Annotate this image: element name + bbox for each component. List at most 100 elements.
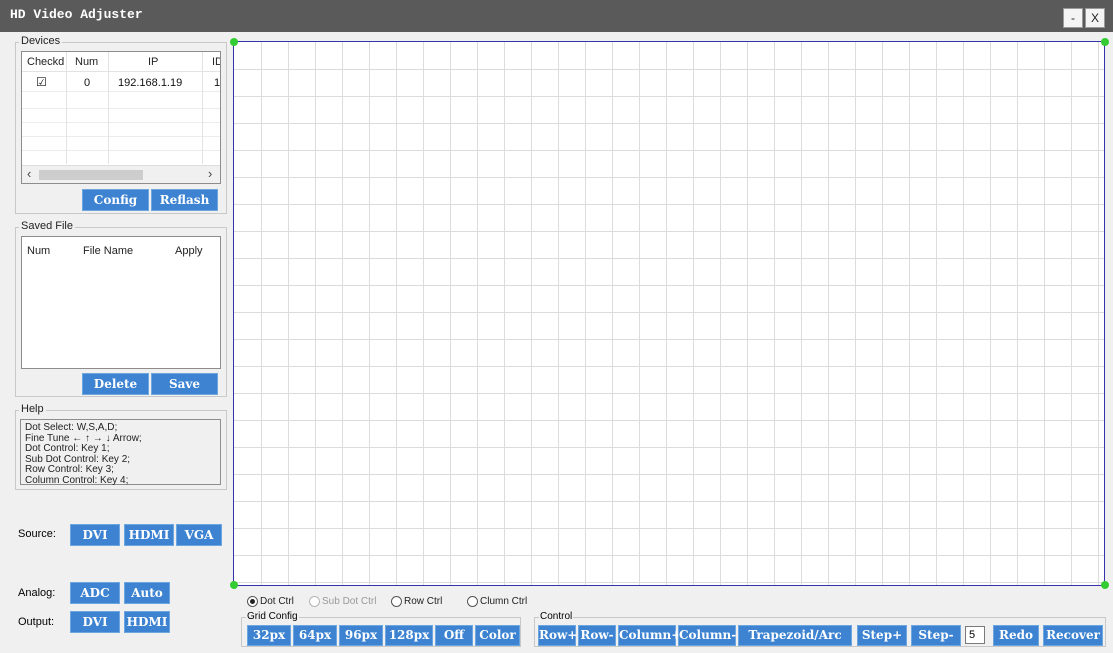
recover-button[interactable]: Recover [1043,625,1103,646]
row-ctrl-label[interactable]: Row Ctrl [404,596,443,607]
grid-line-horizontal [234,339,1104,340]
scroll-thumb[interactable] [39,170,143,180]
source-dvi-button[interactable]: DVI [70,524,120,546]
grid-line-vertical [342,42,343,585]
scroll-left-icon[interactable]: ‹ [27,166,32,181]
column-minus-button[interactable]: Column- [678,625,736,646]
analog-adc-button[interactable]: ADC [70,582,120,604]
grid-off-button[interactable]: Off [435,625,473,646]
grid-line-vertical [1071,42,1072,585]
grid-line-horizontal [234,528,1104,529]
grid-line-horizontal [234,501,1104,502]
step-value-input[interactable]: 5 [965,626,985,644]
source-vga-button[interactable]: VGA [176,524,222,546]
grid-line-horizontal [234,258,1104,259]
help-line: Dot Control: Key 1; [25,443,110,454]
saved-file-label: Saved File [19,220,75,232]
corner-dot-bottom-left[interactable] [230,581,238,589]
grid-line-vertical [558,42,559,585]
help-line: Dot Select: W,S,A,D; [25,422,118,433]
title-bar [0,0,1113,32]
grid-line-vertical [504,42,505,585]
help-line: Sub Dot Control: Key 2; [25,453,131,465]
grid-line-vertical [990,42,991,585]
redo-button[interactable]: Redo [993,625,1039,646]
help-text: Dot Select: W,S,A,D; Fine Tune ← ↑ → ↓ A… [20,419,221,485]
grid-64px-button[interactable]: 64px [293,625,337,646]
column-plus-button[interactable]: Column+ [618,625,681,646]
help-line: Row Control: Key 3; [25,464,114,475]
column-ctrl-radio[interactable] [467,596,478,607]
source-hdmi-button[interactable]: HDMI [124,524,174,546]
config-button[interactable]: Config [82,189,149,211]
sub-dot-ctrl-label[interactable]: Sub Dot Ctrl [322,596,377,607]
row-minus-button[interactable]: Row- [578,625,616,646]
source-label: Source: [18,528,56,540]
dot-ctrl-label[interactable]: Dot Ctrl [260,596,294,607]
grid-32px-button[interactable]: 32px [247,625,291,646]
grid-line-vertical [801,42,802,585]
grid-color-button[interactable]: Color [475,625,520,646]
corner-dot-top-right[interactable] [1101,38,1109,46]
grid-line-vertical [882,42,883,585]
sub-dot-ctrl-radio[interactable] [309,596,320,607]
help-group [15,410,227,490]
grid-line-horizontal [234,69,1104,70]
output-dvi-button[interactable]: DVI [70,611,120,633]
grid-line-vertical [288,42,289,585]
grid-line-vertical [693,42,694,585]
grid-128px-button[interactable]: 128px [385,625,433,646]
col-header-ip[interactable]: IP [148,56,159,68]
grid-line-vertical [666,42,667,585]
grid-canvas[interactable] [233,41,1105,586]
grid-line-horizontal [234,447,1104,448]
step-minus-button[interactable]: Step- [911,625,961,646]
column-ctrl-label[interactable]: Clumn Ctrl [480,596,528,607]
device-checkbox[interactable]: ☑ [36,75,47,89]
device-id: 1 [214,77,221,89]
device-num: 0 [84,77,91,89]
saved-file-table[interactable]: Num File Name Apply [21,236,221,369]
col-header-num[interactable]: Num [75,56,99,68]
corner-dot-bottom-right[interactable] [1101,581,1109,589]
grid-line-vertical [828,42,829,585]
analog-label: Analog: [18,587,56,599]
help-line: Fine Tune ← ↑ → ↓ Arrow; [25,432,142,444]
col-header-num[interactable]: Num [27,245,51,257]
grid-line-horizontal [234,474,1104,475]
grid-line-horizontal [234,312,1104,313]
col-header-id[interactable]: ID [212,56,220,68]
dot-ctrl-radio[interactable] [247,596,258,607]
reflash-button[interactable]: Reflash [151,189,218,211]
grid-96px-button[interactable]: 96px [339,625,383,646]
grid-line-vertical [639,42,640,585]
saved-file-group [15,227,227,397]
minimize-button[interactable]: - [1063,8,1083,28]
delete-button[interactable]: Delete [82,373,149,395]
device-ip: 192.168.1.19 [118,77,183,89]
col-header-checkd[interactable]: Checkd [27,56,65,68]
corner-dot-top-left[interactable] [230,38,238,46]
devices-table[interactable]: Checkd Num IP ID ☑ 0 192.168.1.19 1 ‹ › [21,51,221,184]
step-plus-button[interactable]: Step+ [857,625,907,646]
row-plus-button[interactable]: Row+ [538,625,577,646]
control-label: Control [539,611,574,622]
col-header-file-name[interactable]: File Name [83,245,134,257]
grid-line-horizontal [234,420,1104,421]
scroll-right-icon[interactable]: › [208,166,213,181]
save-button[interactable]: Save [151,373,218,395]
grid-line-vertical [747,42,748,585]
analog-auto-button[interactable]: Auto [124,582,170,604]
grid-line-horizontal [234,393,1104,394]
trapezoid-arc-button[interactable]: Trapezoid/Arc [738,625,852,646]
close-button[interactable]: X [1085,8,1105,28]
row-ctrl-radio[interactable] [391,596,402,607]
devices-scrollbar[interactable]: ‹ › [22,165,220,183]
grid-line-vertical [774,42,775,585]
grid-line-vertical [1017,42,1018,585]
help-line: Column Control: Key 4; [25,474,129,486]
output-hdmi-button[interactable]: HDMI [124,611,170,633]
grid-line-vertical [963,42,964,585]
col-header-apply[interactable]: Apply [175,245,203,257]
grid-line-horizontal [234,96,1104,97]
